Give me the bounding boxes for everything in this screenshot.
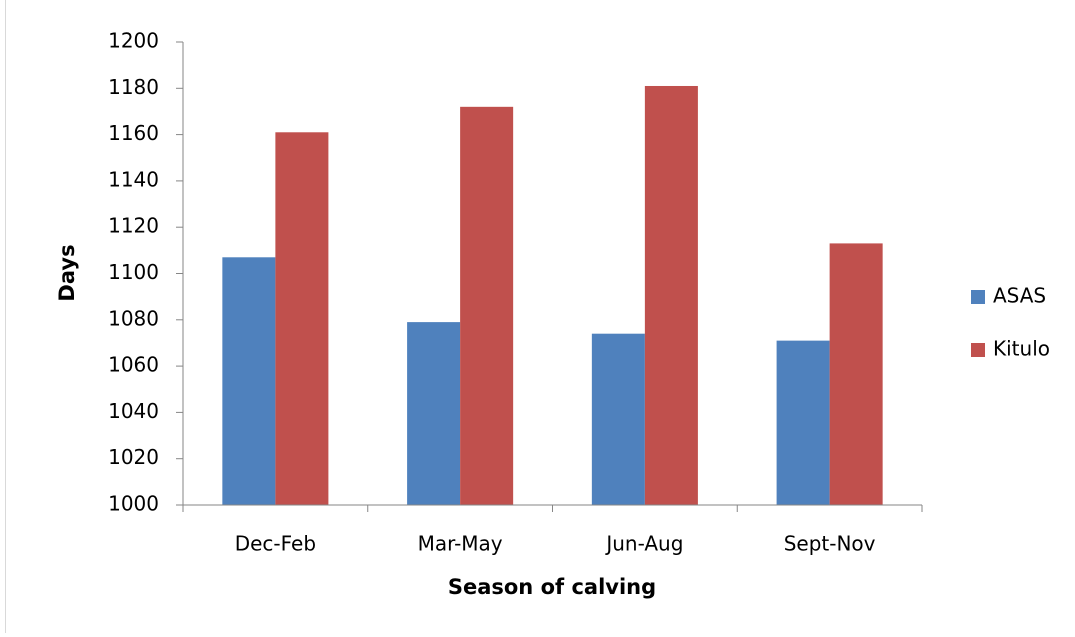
y-tick-label: 1140	[108, 167, 159, 191]
legend-swatch	[971, 290, 985, 304]
bar	[407, 322, 461, 505]
x-tick-label: Sept-Nov	[784, 532, 876, 556]
y-axis-title: Days	[55, 244, 79, 301]
bar	[591, 333, 645, 505]
bar	[776, 340, 830, 505]
bar	[460, 106, 514, 505]
legend-label: ASAS	[993, 284, 1046, 308]
y-tick-label: 1040	[108, 399, 159, 423]
y-tick-label: 1120	[108, 214, 159, 238]
bar	[222, 257, 276, 505]
y-tick-label: 1100	[108, 260, 159, 284]
y-tick-label: 1000	[108, 492, 159, 516]
y-tick-label: 1200	[108, 29, 159, 53]
x-tick-label: Dec-Feb	[235, 532, 316, 556]
x-tick-label: Mar-May	[418, 532, 503, 556]
y-tick-label: 1180	[108, 75, 159, 99]
y-tick-label: 1080	[108, 306, 159, 330]
bar	[644, 85, 698, 506]
y-tick-label: 1020	[108, 445, 159, 469]
bar	[829, 243, 883, 505]
y-tick-label: 1160	[108, 121, 159, 145]
legend-swatch	[971, 343, 985, 357]
x-axis-title: Season of calving	[448, 575, 656, 599]
x-tick-label: Jun-Aug	[604, 532, 683, 556]
bar	[275, 132, 329, 505]
y-tick-label: 1060	[108, 353, 159, 377]
legend-label: Kitulo	[993, 337, 1050, 361]
